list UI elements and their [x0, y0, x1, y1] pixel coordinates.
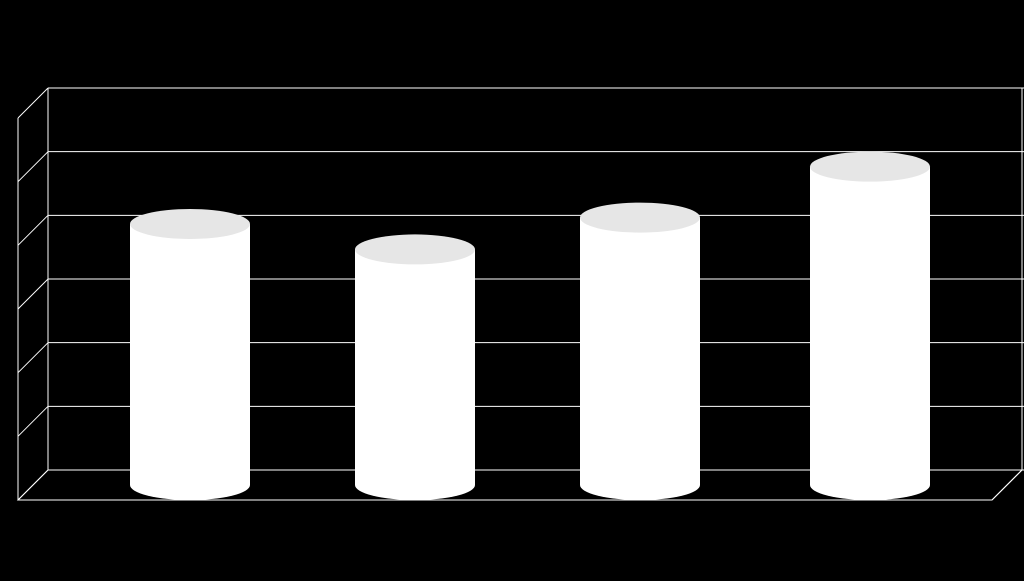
- cylinder-bar-chart: [0, 0, 1024, 581]
